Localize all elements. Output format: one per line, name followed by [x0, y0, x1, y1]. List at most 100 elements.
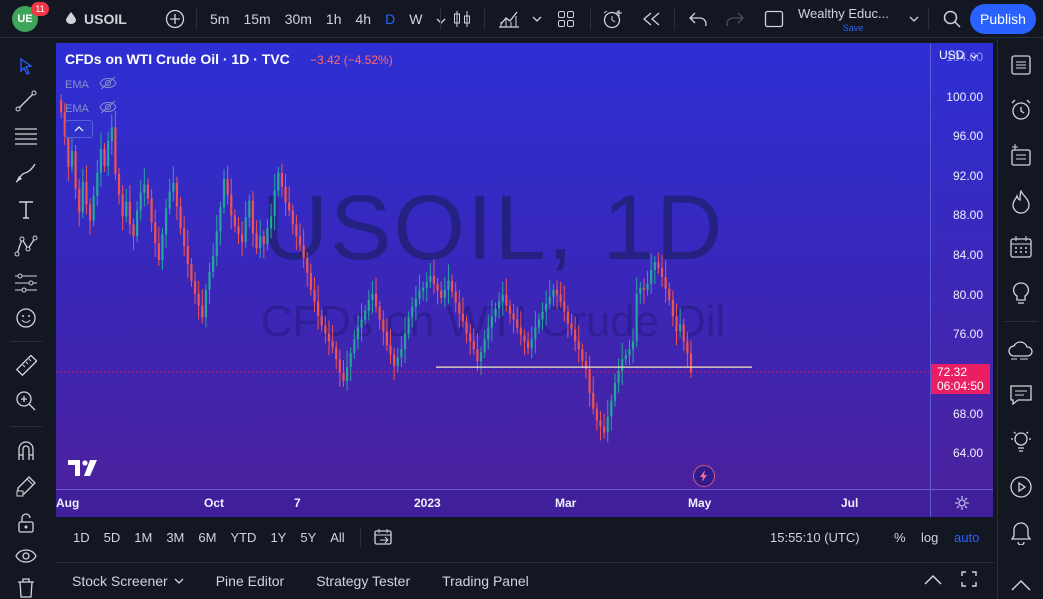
broadcast-play-icon[interactable] [1005, 471, 1037, 503]
compare-add-icon[interactable] [162, 0, 188, 38]
publish-button[interactable]: Publish [970, 4, 1036, 34]
candle-body [360, 319, 363, 328]
interval-30m[interactable]: 30m [284, 11, 312, 27]
currency-selector[interactable]: USD [939, 48, 978, 62]
tab-strategy-tester[interactable]: Strategy Tester [316, 573, 411, 589]
candles-icon[interactable] [450, 0, 474, 38]
replay-icon[interactable] [639, 0, 663, 38]
notifications-bulb-icon[interactable] [1005, 425, 1037, 457]
fullscreen-rect-icon[interactable] [762, 0, 786, 38]
goto-date-icon[interactable] [373, 528, 393, 546]
tab-trading-panel[interactable]: Trading Panel [442, 573, 529, 589]
log-scale-toggle[interactable]: log [921, 530, 939, 545]
tab-pine-editor[interactable]: Pine Editor [215, 573, 285, 589]
tradingview-logo[interactable] [68, 459, 100, 482]
candle-body [96, 172, 99, 196]
tab-stock-screener[interactable]: Stock Screener [56, 573, 200, 589]
candle-body [465, 321, 468, 334]
prediction-icon[interactable] [12, 269, 40, 297]
interval-5m[interactable]: 5m [210, 11, 230, 27]
interval-w[interactable]: W [409, 11, 423, 27]
layout-save-label: Save [842, 23, 864, 33]
symbol-search[interactable]: USOIL [66, 0, 127, 38]
chat-icon[interactable] [1005, 379, 1037, 411]
symbol-name: USOIL [84, 11, 127, 27]
hotlists-fire-icon[interactable] [1005, 186, 1037, 218]
range-ytd[interactable]: YTD [230, 529, 257, 545]
chevron-down-icon[interactable] [429, 11, 453, 27]
candle-body [150, 198, 153, 223]
notification-badge: 11 [31, 2, 49, 16]
candle-body [588, 369, 591, 393]
chart-pane[interactable]: USOIL, 1D CFDs on WTI Crude Oil CFDs on … [56, 43, 930, 489]
indicators-icon[interactable] [497, 0, 521, 38]
alert-icon[interactable] [601, 0, 625, 38]
candle-body [110, 127, 113, 142]
text-tool-icon[interactable] [12, 196, 40, 224]
streams-cloud-icon[interactable] [1005, 334, 1037, 366]
eye-hidden-icon[interactable] [99, 76, 117, 93]
zoom-in-icon[interactable] [12, 387, 40, 415]
lock-icon[interactable] [12, 509, 40, 537]
chevron-down-icon[interactable] [530, 0, 544, 38]
fib-lines-icon[interactable] [12, 122, 40, 150]
bell-icon[interactable] [1005, 517, 1037, 549]
search-icon[interactable] [940, 0, 964, 38]
templates-icon[interactable] [555, 0, 577, 38]
time-scale[interactable]: Aug Oct 7 2023 Mar May Jul [56, 489, 930, 517]
interval-d[interactable]: D [385, 11, 396, 27]
trendline-icon[interactable] [12, 87, 40, 115]
maximize-icon[interactable] [961, 571, 977, 590]
indicator-row[interactable]: EMA [65, 76, 117, 93]
brush-icon[interactable] [12, 159, 40, 187]
magnet-icon[interactable] [12, 437, 40, 465]
candle-body [179, 206, 182, 229]
range-6m[interactable]: 6M [198, 529, 217, 545]
collapse-legend-button[interactable] [65, 120, 93, 138]
interval-1h[interactable]: 1h [325, 11, 342, 27]
calendar-icon[interactable] [1005, 231, 1037, 263]
pattern-icon[interactable] [12, 232, 40, 260]
undo-icon[interactable] [686, 0, 710, 38]
chevron-down-icon[interactable] [907, 0, 921, 38]
layout-name[interactable]: Wealthy Educ... Save [798, 6, 908, 36]
time-tick: 7 [294, 496, 301, 510]
eye-icon[interactable] [12, 542, 40, 570]
currency-label: USD [939, 48, 965, 62]
range-all[interactable]: All [330, 529, 345, 545]
emoji-icon[interactable] [12, 304, 40, 332]
scale-settings[interactable] [930, 489, 993, 517]
range-5y[interactable]: 5Y [300, 529, 317, 545]
more-chevron-icon[interactable] [1005, 569, 1037, 599]
auto-scale-toggle[interactable]: auto [954, 530, 980, 545]
settings-gear-icon[interactable] [954, 495, 970, 514]
chevron-up-icon[interactable] [924, 573, 942, 588]
range-1m[interactable]: 1M [134, 529, 153, 545]
candle-body [613, 382, 617, 401]
candle-body [99, 149, 103, 173]
candle-body [183, 228, 186, 247]
range-3m[interactable]: 3M [166, 529, 185, 545]
indicator-row[interactable]: EMA [65, 100, 117, 117]
candle-body [461, 313, 465, 322]
eye-hidden-icon[interactable] [99, 100, 117, 117]
alarm-clock-icon[interactable] [1005, 94, 1037, 126]
cursor-icon[interactable] [12, 52, 40, 80]
range-1y[interactable]: 1Y [270, 529, 287, 545]
lightning-icon[interactable] [693, 465, 715, 487]
candle-body [186, 246, 189, 265]
redo-icon[interactable] [723, 0, 747, 38]
stay-drawing-icon[interactable] [12, 472, 40, 500]
object-tree-icon[interactable] [1005, 139, 1037, 171]
interval-4h[interactable]: 4h [355, 11, 372, 27]
ruler-icon[interactable] [12, 352, 40, 380]
utc-clock[interactable]: 15:55:10 (UTC) [770, 530, 860, 545]
watchlist-icon[interactable] [1005, 49, 1037, 81]
range-5d[interactable]: 5D [103, 529, 121, 545]
interval-15m[interactable]: 15m [243, 11, 271, 27]
percent-scale-toggle[interactable]: % [894, 530, 906, 545]
ideas-bulb-icon[interactable] [1005, 278, 1037, 310]
range-1d[interactable]: 1D [73, 529, 90, 545]
trash-icon[interactable] [12, 574, 40, 599]
price-scale[interactable]: USD 104.00 100.00 96.00 92.00 88.00 84.00 80.0… [930, 43, 993, 489]
